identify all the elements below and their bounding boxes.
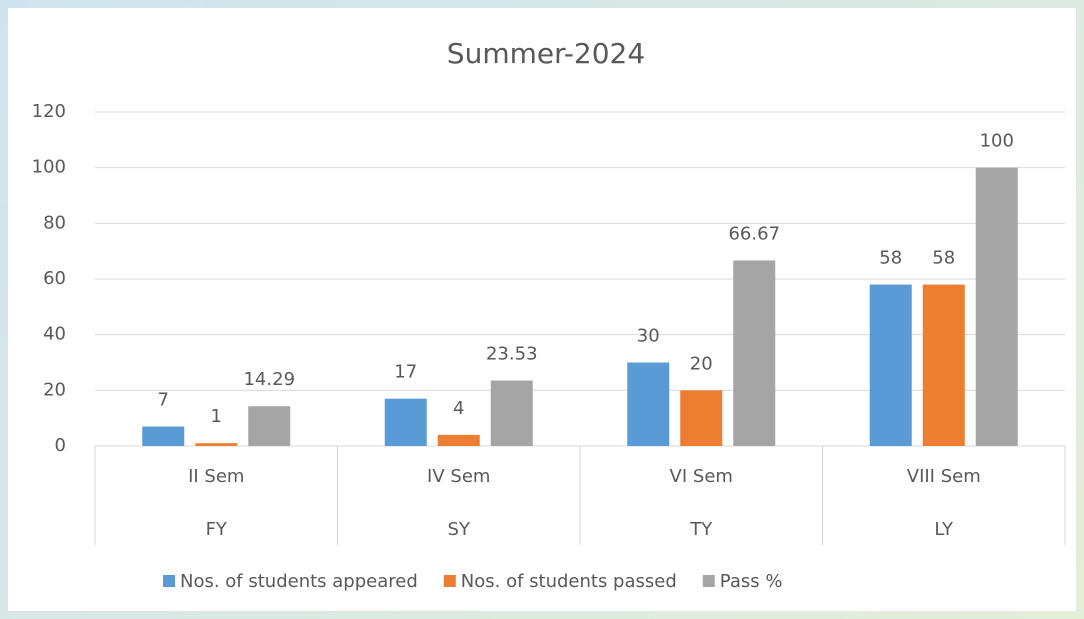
bar bbox=[627, 362, 670, 446]
x-tick-label: II Sem bbox=[188, 466, 244, 487]
x-group-label: FY bbox=[206, 519, 228, 540]
legend-label: Pass % bbox=[720, 571, 783, 592]
y-tick-label: 120 bbox=[32, 101, 66, 122]
x-tick-label: VI Sem bbox=[670, 466, 733, 487]
bar bbox=[680, 390, 723, 446]
data-label: 58 bbox=[879, 248, 902, 269]
data-label: 7 bbox=[158, 390, 169, 411]
bar bbox=[733, 260, 776, 446]
y-tick-label: 100 bbox=[32, 157, 66, 178]
data-label: 23.53 bbox=[486, 344, 538, 365]
y-tick-label: 60 bbox=[43, 268, 66, 289]
chart-title: Summer-2024 bbox=[447, 37, 645, 70]
y-tick-label: 40 bbox=[43, 324, 66, 345]
legend-swatch bbox=[163, 575, 175, 587]
legend-label: Nos. of students passed bbox=[461, 571, 677, 592]
legend-swatch bbox=[702, 575, 715, 587]
x-group-label: SY bbox=[448, 519, 471, 540]
y-tick-label: 20 bbox=[43, 379, 66, 400]
bar bbox=[195, 443, 238, 446]
data-label: 20 bbox=[690, 353, 713, 374]
data-label: 100 bbox=[980, 131, 1014, 152]
bar bbox=[975, 167, 1018, 446]
y-tick-label: 0 bbox=[55, 435, 66, 456]
x-tick-label: IV Sem bbox=[427, 466, 490, 487]
data-label: 1 bbox=[211, 406, 222, 427]
data-label: 17 bbox=[394, 362, 417, 383]
bar bbox=[869, 284, 912, 446]
y-tick-label: 80 bbox=[43, 212, 66, 233]
data-label: 30 bbox=[637, 326, 660, 347]
x-group-label: LY bbox=[934, 519, 954, 540]
data-label: 14.29 bbox=[243, 369, 295, 390]
legend-label: Nos. of students appeared bbox=[180, 571, 418, 592]
x-group-label: TY bbox=[689, 519, 713, 540]
bar bbox=[248, 406, 291, 446]
bar bbox=[142, 426, 185, 446]
x-tick-label: VIII Sem bbox=[907, 466, 981, 487]
bar bbox=[490, 380, 533, 446]
data-label: 66.67 bbox=[728, 223, 780, 244]
data-label: 4 bbox=[453, 398, 464, 419]
bar bbox=[922, 284, 965, 446]
chart-area bbox=[8, 8, 1076, 611]
bar bbox=[437, 434, 480, 446]
bar bbox=[384, 398, 427, 446]
data-label: 58 bbox=[932, 248, 955, 269]
legend-swatch bbox=[443, 575, 456, 587]
